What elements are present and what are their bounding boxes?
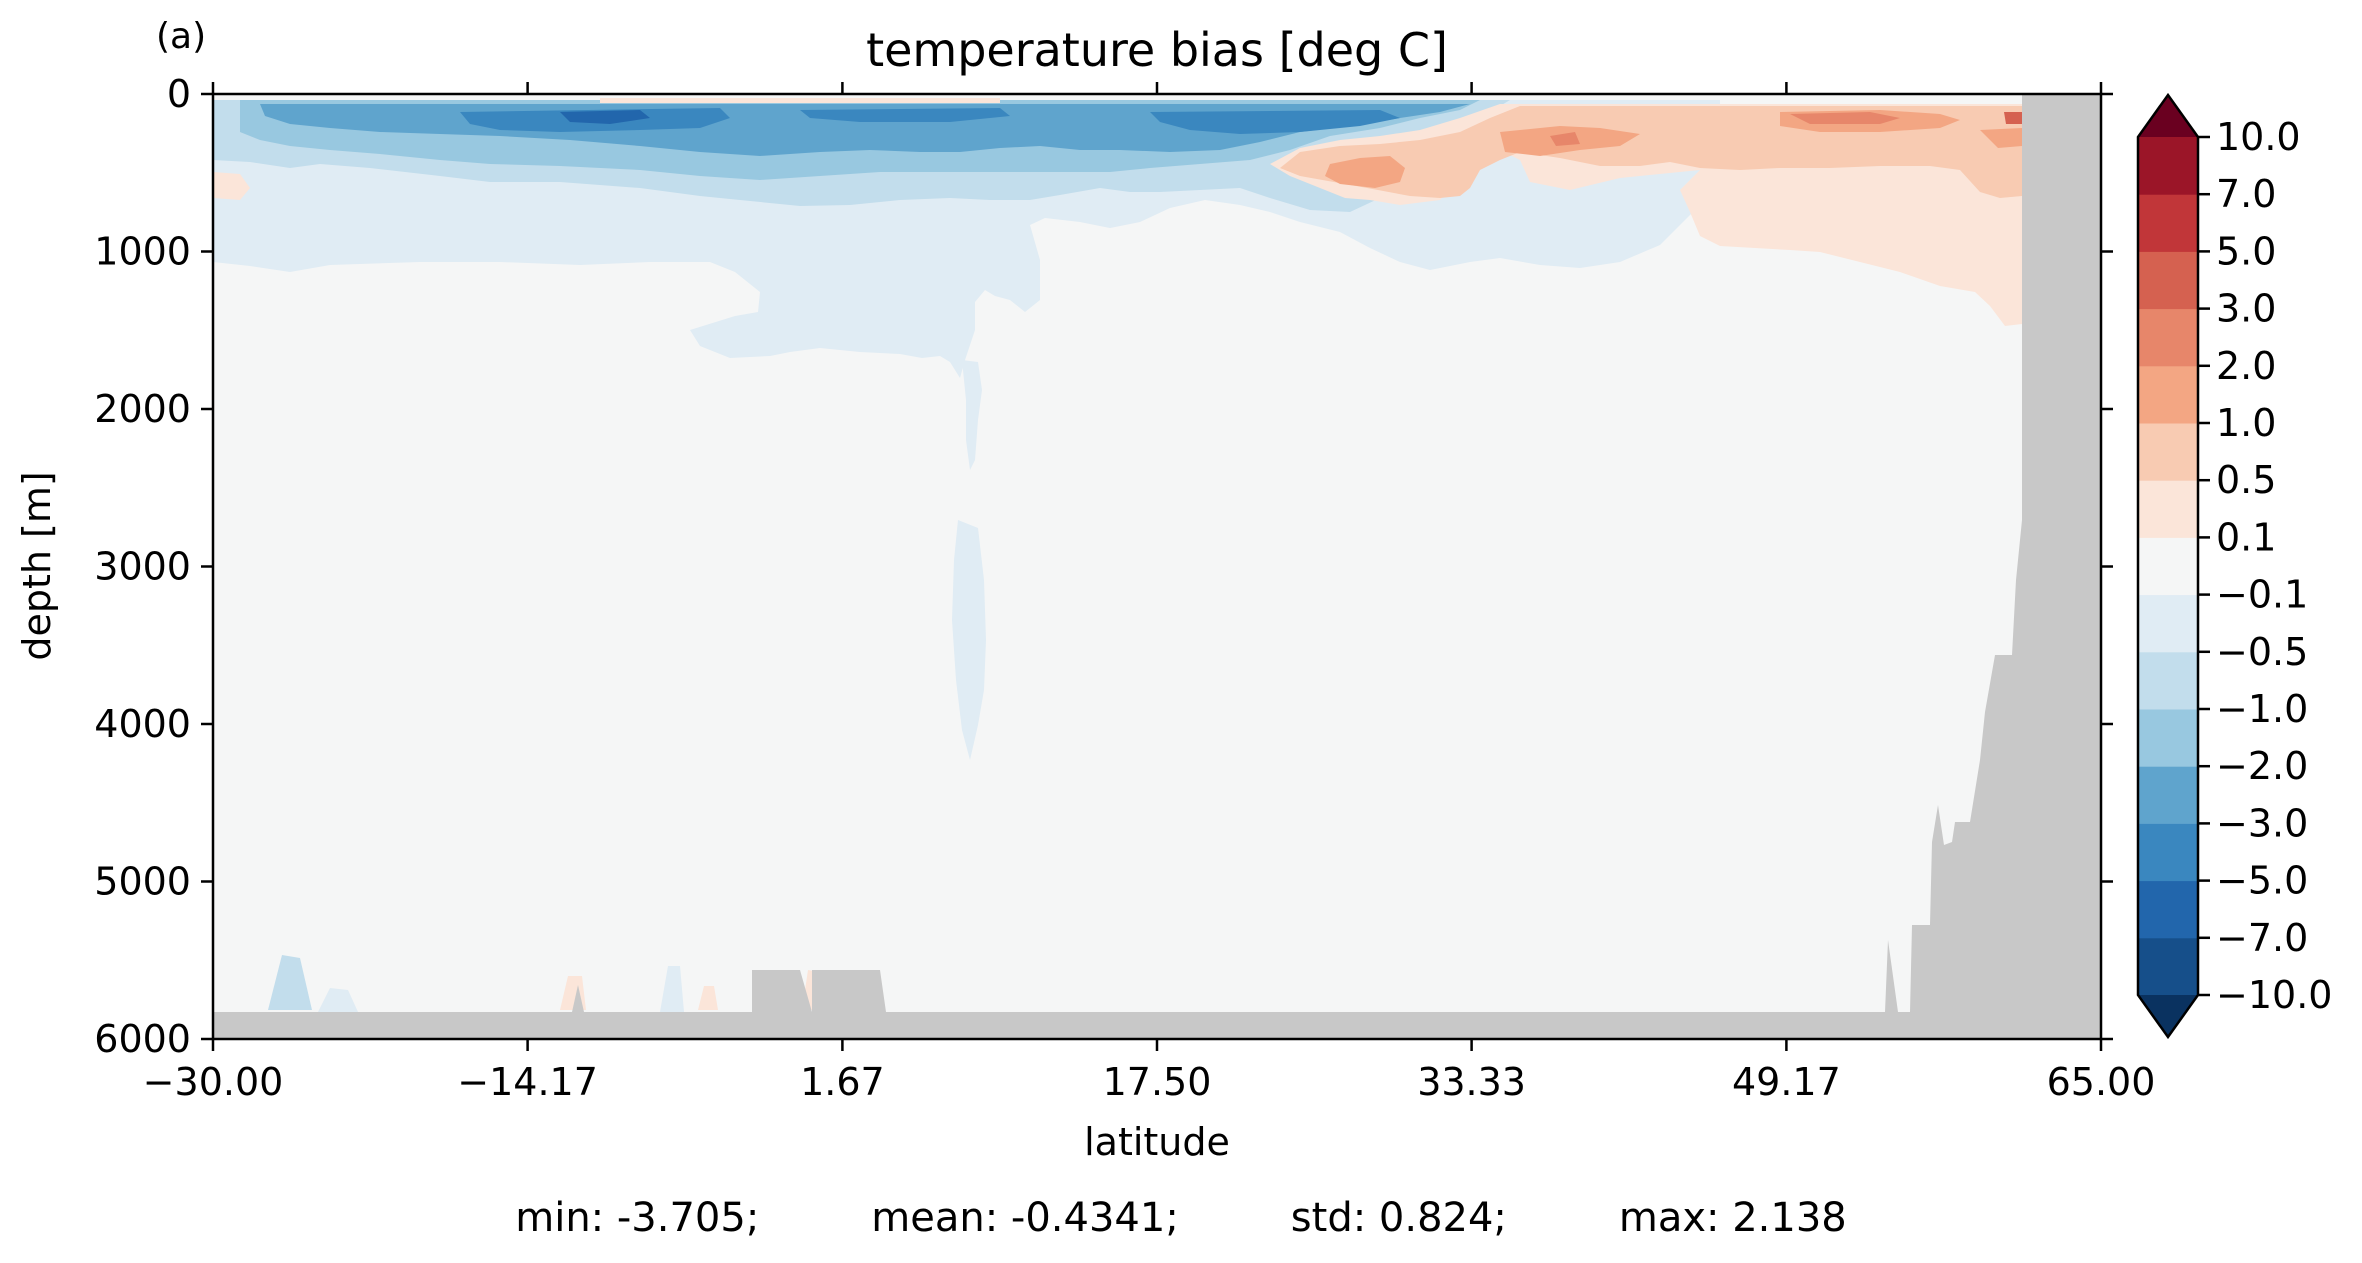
colorbar-tick-label: 10.0 [2216, 115, 2301, 159]
contour-warm-skin [600, 98, 1000, 103]
colorbar-tick-label: −3.0 [2216, 801, 2308, 845]
colorbar-tick-label: −2.0 [2216, 744, 2308, 788]
contour-cool-abyss-2 [318, 988, 358, 1012]
x-axis: −30.00 −14.17 1.67 17.50 33.33 49.17 65.00 [143, 82, 2156, 1104]
colorbar-tick-label: 5.0 [2216, 229, 2276, 273]
x-tick-label: 33.33 [1417, 1060, 1526, 1104]
contour-warm-light-left [213, 172, 250, 200]
contour-warm-strong [1325, 156, 1405, 188]
colorbar-tick-label: −5.0 [2216, 859, 2308, 903]
contour-warm-strong-4 [1980, 128, 2022, 148]
contour-warm-core-2 [2004, 112, 2022, 124]
colorbar-band [2138, 823, 2198, 882]
colorbar-extend-min [2138, 995, 2198, 1037]
y-tick-label: 4000 [94, 702, 191, 746]
plot-area [213, 94, 2101, 1039]
colorbar-tick-label: 7.0 [2216, 172, 2276, 216]
colorbar-band [2138, 251, 2198, 310]
colorbar-band [2138, 651, 2198, 710]
y-tick-label: 6000 [94, 1017, 191, 1061]
contour-cool-light-deep [952, 520, 986, 760]
land-mask [213, 94, 2101, 1039]
colorbar-band [2138, 709, 2198, 767]
colorbar-tick-label: −10.0 [2216, 973, 2332, 1017]
y-tick-label: 3000 [94, 545, 191, 589]
colorbar-tick-label: 0.1 [2216, 515, 2276, 559]
colorbar-tick-label: −1.0 [2216, 687, 2308, 731]
stat-std: std: 0.824; [1290, 1195, 1507, 1241]
stat-mean: mean: -0.4341; [871, 1195, 1179, 1241]
y-axis-label: depth [m] [15, 471, 59, 660]
land-mask-seamount [572, 985, 584, 1012]
stat-max: max: 2.138 [1618, 1195, 1847, 1241]
x-tick-label: −30.00 [143, 1060, 284, 1104]
contour-cool-core-4 [800, 108, 1010, 122]
panel-label: (a) [156, 16, 206, 57]
colorbar-tick-label: 0.5 [2216, 458, 2276, 502]
colorbar-band [2138, 365, 2198, 424]
contour-cool-light-plume [962, 360, 982, 470]
y-tick-label: 5000 [94, 860, 191, 904]
y-tick-label: 2000 [94, 387, 191, 431]
x-tick-label: 49.17 [1732, 1060, 1841, 1104]
colorbar-band [2138, 537, 2198, 596]
y-axis: 0 1000 2000 3000 4000 5000 6000 [94, 72, 2113, 1061]
colorbar-band [2138, 423, 2198, 481]
colorbar-extend-max [2138, 95, 2198, 137]
colorbar-tick-label: 1.0 [2216, 401, 2276, 445]
contour-cool-core-3 [560, 110, 650, 124]
colorbar-tick-label: −0.1 [2216, 573, 2308, 617]
x-tick-label: 65.00 [2047, 1060, 2156, 1104]
colorbar-band [2138, 194, 2198, 252]
x-tick-label: 1.67 [800, 1060, 885, 1104]
chart-title: temperature bias [deg C] [866, 23, 1448, 77]
colorbar-tick-label: −7.0 [2216, 916, 2308, 960]
colorbar: −10.0 −7.0 −5.0 −3.0 −2.0 −1.0 −0.5 −0.1 0.1 0.5 1… [2136, 92, 2332, 1040]
colorbar-tick-label: 3.0 [2216, 287, 2276, 331]
y-tick-label: 0 [167, 72, 191, 116]
contour-cool-core-2 [1150, 110, 1400, 134]
x-tick-label: 17.50 [1103, 1060, 1212, 1104]
y-tick-label: 1000 [94, 230, 191, 274]
colorbar-band [2138, 766, 2198, 824]
colorbar-band [2138, 937, 2198, 996]
contour-warm-core-3 [1550, 132, 1580, 146]
stat-min: min: -3.705; [515, 1195, 760, 1241]
colorbar-band [2138, 480, 2198, 538]
contour-warm-core-1 [1790, 112, 1900, 124]
x-axis-label: latitude [1084, 1120, 1230, 1164]
colorbar-band [2138, 137, 2198, 195]
statistics-line: min: -3.705; mean: -0.4341; std: 0.824; max… [0, 1195, 2362, 1241]
colorbar-tick-label: −0.5 [2216, 630, 2308, 674]
colorbar-band [2138, 308, 2198, 367]
x-tick-label: −14.17 [457, 1060, 598, 1104]
colorbar-tick-label: 2.0 [2216, 344, 2276, 388]
colorbar-band [2138, 594, 2198, 653]
colorbar-band [2138, 880, 2198, 939]
contour-cool-abyss-1 [268, 955, 312, 1010]
contour-cool-abyss-3 [660, 966, 684, 1012]
contour-warm-abyss-2 [698, 986, 718, 1010]
